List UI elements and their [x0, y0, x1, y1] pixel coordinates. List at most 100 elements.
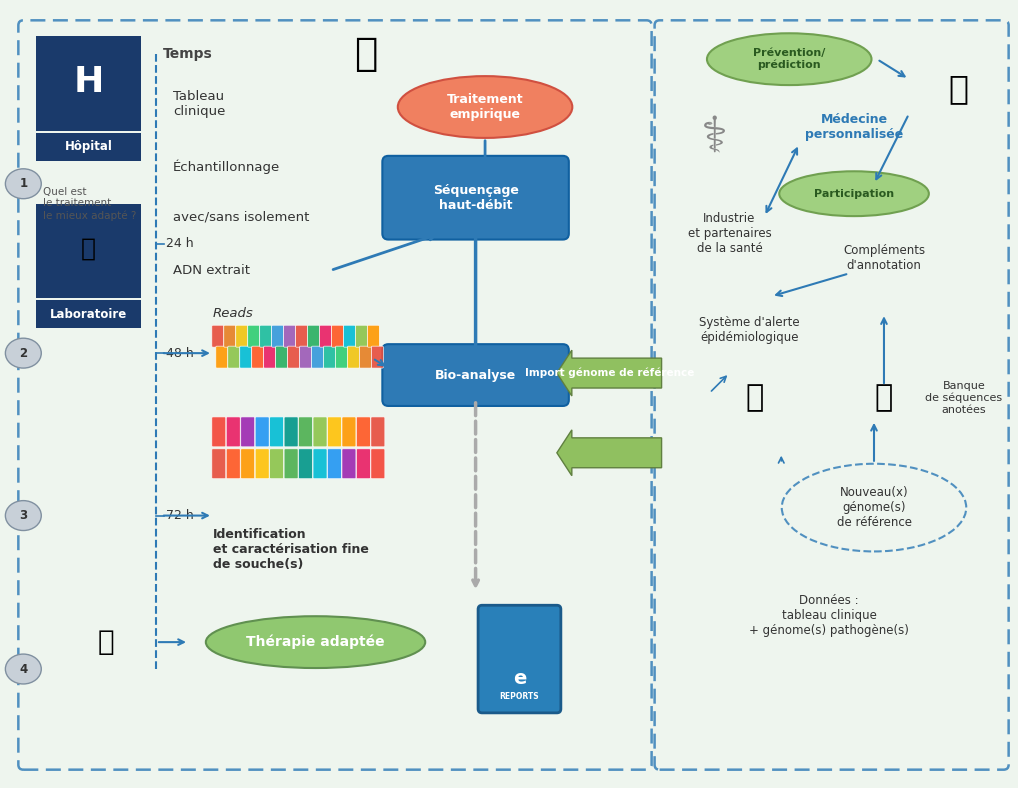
- FancyBboxPatch shape: [37, 203, 142, 299]
- Text: REPORTS: REPORTS: [500, 693, 540, 701]
- FancyBboxPatch shape: [284, 417, 298, 447]
- Ellipse shape: [706, 33, 871, 85]
- Text: Hôpital: Hôpital: [65, 140, 113, 154]
- Ellipse shape: [5, 338, 42, 368]
- FancyBboxPatch shape: [356, 417, 371, 447]
- FancyBboxPatch shape: [328, 417, 341, 447]
- FancyBboxPatch shape: [299, 346, 312, 368]
- Text: 4: 4: [19, 663, 27, 675]
- FancyBboxPatch shape: [383, 156, 569, 240]
- Text: Quel est
le traitement
le mieux adapté ?: Quel est le traitement le mieux adapté ?: [44, 187, 136, 221]
- Text: 🌍: 🌍: [745, 384, 764, 412]
- Text: Participation: Participation: [814, 188, 894, 199]
- FancyBboxPatch shape: [342, 417, 356, 447]
- Text: Temps: Temps: [163, 47, 213, 61]
- FancyBboxPatch shape: [320, 325, 332, 348]
- FancyBboxPatch shape: [247, 325, 260, 348]
- FancyBboxPatch shape: [284, 449, 298, 478]
- FancyBboxPatch shape: [240, 417, 254, 447]
- Text: 72 h: 72 h: [166, 509, 193, 522]
- FancyBboxPatch shape: [367, 325, 380, 348]
- Text: Reads: Reads: [213, 307, 253, 320]
- Text: 🛏: 🛏: [353, 35, 377, 73]
- FancyBboxPatch shape: [224, 325, 236, 348]
- Text: 3: 3: [19, 509, 27, 522]
- FancyBboxPatch shape: [332, 325, 343, 348]
- Text: Prévention/
prédiction: Prévention/ prédiction: [753, 48, 826, 70]
- Text: 2: 2: [19, 347, 27, 359]
- FancyBboxPatch shape: [298, 449, 313, 478]
- FancyBboxPatch shape: [272, 325, 284, 348]
- Text: Tableau
clinique: Tableau clinique: [173, 90, 225, 118]
- FancyBboxPatch shape: [314, 449, 327, 478]
- Text: ⚕: ⚕: [701, 115, 728, 163]
- FancyBboxPatch shape: [270, 417, 284, 447]
- FancyBboxPatch shape: [372, 346, 384, 368]
- Text: Identification
et caractérisation fine
de souche(s): Identification et caractérisation fine d…: [213, 528, 369, 571]
- FancyBboxPatch shape: [226, 449, 240, 478]
- FancyBboxPatch shape: [276, 346, 288, 368]
- Ellipse shape: [5, 654, 42, 684]
- Text: Thérapie adaptée: Thérapie adaptée: [246, 635, 385, 649]
- FancyBboxPatch shape: [347, 346, 359, 368]
- FancyBboxPatch shape: [37, 133, 142, 161]
- FancyBboxPatch shape: [260, 325, 272, 348]
- Text: e: e: [513, 670, 526, 689]
- FancyBboxPatch shape: [371, 449, 385, 478]
- FancyBboxPatch shape: [251, 346, 264, 368]
- FancyBboxPatch shape: [478, 605, 561, 713]
- Text: Médecine
personnalisée: Médecine personnalisée: [805, 113, 903, 141]
- Text: 🔬: 🔬: [81, 236, 96, 261]
- Text: Nouveau(x)
génome(s)
de référence: Nouveau(x) génome(s) de référence: [837, 486, 911, 529]
- Text: avec/sans isolement: avec/sans isolement: [173, 210, 309, 223]
- FancyBboxPatch shape: [226, 417, 240, 447]
- FancyBboxPatch shape: [284, 325, 295, 348]
- Text: Banque
de séquences
anotées: Banque de séquences anotées: [925, 381, 1003, 415]
- FancyBboxPatch shape: [256, 417, 269, 447]
- Text: 1: 1: [19, 177, 27, 190]
- FancyArrow shape: [557, 350, 662, 396]
- FancyBboxPatch shape: [314, 417, 327, 447]
- FancyBboxPatch shape: [324, 346, 336, 368]
- FancyBboxPatch shape: [383, 344, 569, 406]
- Text: Échantillonnage: Échantillonnage: [173, 159, 280, 174]
- Text: H: H: [73, 65, 104, 99]
- Text: Séquençage
haut-débit: Séquençage haut-débit: [433, 184, 518, 212]
- Text: 🗄: 🗄: [874, 384, 893, 412]
- FancyBboxPatch shape: [355, 325, 367, 348]
- FancyBboxPatch shape: [270, 449, 284, 478]
- Text: Bio-analyse: Bio-analyse: [435, 369, 516, 381]
- FancyBboxPatch shape: [256, 449, 269, 478]
- FancyBboxPatch shape: [37, 300, 142, 329]
- FancyBboxPatch shape: [288, 346, 299, 368]
- Ellipse shape: [5, 169, 42, 199]
- Text: 🚶: 🚶: [949, 72, 969, 106]
- FancyBboxPatch shape: [336, 346, 347, 368]
- Text: Industrie
et partenaires
de la santé: Industrie et partenaires de la santé: [687, 212, 772, 255]
- FancyBboxPatch shape: [236, 325, 247, 348]
- Text: Traitement
empirique: Traitement empirique: [447, 93, 523, 121]
- FancyBboxPatch shape: [343, 325, 355, 348]
- FancyBboxPatch shape: [239, 346, 251, 368]
- Text: 48 h: 48 h: [166, 347, 193, 359]
- Text: Laboratoire: Laboratoire: [50, 308, 127, 321]
- Text: Système d'alerte
épidémiologique: Système d'alerte épidémiologique: [699, 316, 800, 344]
- Text: ADN extrait: ADN extrait: [173, 264, 250, 277]
- FancyBboxPatch shape: [328, 449, 341, 478]
- FancyBboxPatch shape: [359, 346, 372, 368]
- Ellipse shape: [779, 171, 928, 216]
- FancyBboxPatch shape: [37, 36, 142, 131]
- FancyBboxPatch shape: [212, 325, 224, 348]
- FancyBboxPatch shape: [371, 417, 385, 447]
- FancyArrow shape: [557, 430, 662, 476]
- Ellipse shape: [5, 500, 42, 530]
- Ellipse shape: [206, 616, 426, 668]
- FancyBboxPatch shape: [212, 449, 226, 478]
- FancyBboxPatch shape: [216, 346, 228, 368]
- Text: 💊: 💊: [98, 628, 114, 656]
- Text: Compléments
d'annotation: Compléments d'annotation: [843, 244, 925, 273]
- FancyBboxPatch shape: [295, 325, 307, 348]
- Ellipse shape: [398, 76, 572, 138]
- Text: Données :
tableau clinique
+ génome(s) pathogène(s): Données : tableau clinique + génome(s) p…: [749, 593, 909, 637]
- Text: 24 h: 24 h: [166, 237, 193, 250]
